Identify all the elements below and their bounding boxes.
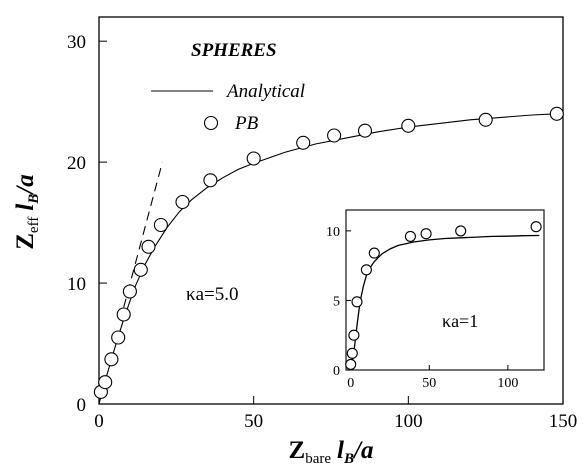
legend-title: SPHERES	[191, 40, 277, 61]
x-axis-label: Zbare lB/a	[289, 437, 374, 466]
inset-frame	[345, 209, 545, 371]
main-pb-data-point	[116, 307, 131, 322]
inset-x-tick-label: 0	[347, 376, 354, 391]
legend-marker-swatch	[203, 115, 219, 131]
inset-pb-data-point	[530, 221, 542, 233]
inset-pb-data-point	[345, 358, 357, 370]
inset-x-tick-label: 100	[497, 376, 518, 391]
inset-kappa-annotation: κa=1	[442, 311, 478, 331]
main-pb-data-point	[401, 118, 416, 133]
main-pb-data-point	[246, 151, 261, 166]
inset-pb-data-point	[348, 329, 360, 341]
main-x-tick-label: 100	[394, 411, 423, 432]
main-y-tick-label: 10	[67, 274, 86, 295]
main-pb-data-point	[327, 128, 342, 143]
main-x-tick-label: 0	[94, 411, 104, 432]
inset-pb-data-point	[404, 230, 416, 242]
inset-background	[346, 210, 544, 370]
main-y-tick-label: 20	[67, 153, 86, 174]
inset-series	[345, 221, 542, 371]
inset-pb-data-point	[346, 347, 358, 359]
inset-y-tick-label: 5	[333, 294, 340, 309]
inset-analytical-curve	[350, 234, 540, 371]
inset-x-tick-label: 50	[422, 376, 436, 391]
main-pb-data-point	[141, 239, 156, 254]
kappa-annotation: κa=5.0	[186, 284, 238, 305]
main-plot-frame	[98, 16, 564, 405]
inset-y-tick-label: 0	[333, 364, 340, 379]
main-pb-data-point	[296, 135, 311, 150]
inset-pb-data-point	[351, 296, 363, 308]
main-series	[93, 106, 564, 405]
inset-pb-data-point	[455, 225, 467, 237]
inset-axes: 0 50 100 0 5 10	[326, 225, 518, 391]
main-pb-data-point	[175, 194, 190, 210]
main-pb-data-point	[104, 352, 119, 367]
main-x-tick-label: 150	[549, 411, 578, 432]
inset-pb-data-point	[360, 264, 372, 276]
inset-y-tick-label: 10	[326, 225, 340, 240]
main-pb-data-point	[478, 112, 493, 127]
main-pb-data-point	[357, 123, 373, 138]
main-pb-data-point	[111, 330, 126, 345]
main-pb-data-point	[122, 284, 137, 299]
main-y-tick-label: 30	[67, 32, 86, 53]
main-pb-data-point	[153, 217, 168, 233]
inset-pb-data-point	[420, 228, 432, 240]
y-axis-label: ZefflB/a	[12, 174, 42, 250]
legend-entry-analytical: Analytical	[225, 81, 305, 102]
main-x-tick-label: 50	[244, 411, 263, 432]
main-pb-data-point	[98, 375, 113, 390]
main-y-tick-label: 0	[77, 395, 87, 416]
main-pb-data-point	[549, 106, 564, 121]
main-pb-data-point	[133, 262, 148, 277]
legend-entry-pb: PB	[234, 113, 259, 134]
main-dashed-asymptote-line	[123, 161, 163, 308]
inset-pb-data-point	[368, 247, 380, 259]
main-pb-data-point	[203, 173, 218, 188]
